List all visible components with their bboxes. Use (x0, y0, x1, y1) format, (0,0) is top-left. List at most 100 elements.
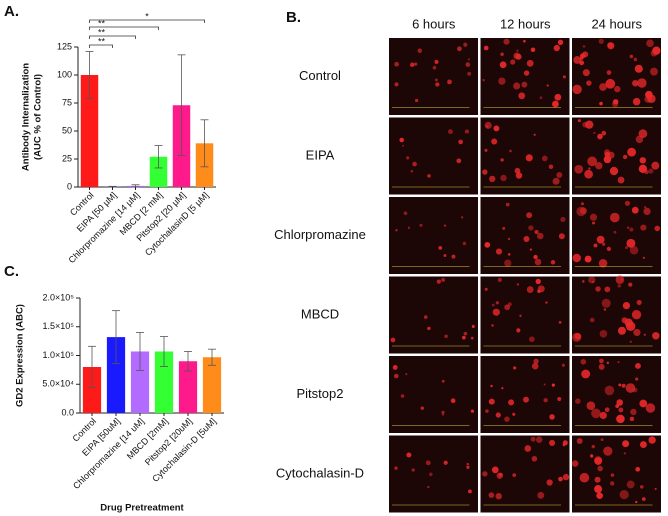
cell (594, 476, 601, 483)
cell (486, 125, 489, 128)
cell (531, 362, 539, 370)
cell (604, 286, 611, 293)
significance-label: * (145, 11, 149, 21)
cell (519, 314, 522, 317)
cell (561, 363, 565, 367)
cell (632, 97, 641, 106)
cell (582, 45, 586, 48)
cell (513, 82, 521, 90)
cell (436, 279, 441, 284)
cell (599, 101, 603, 106)
cell (598, 38, 604, 44)
cell (548, 164, 554, 169)
cell (546, 84, 549, 87)
cell (553, 44, 560, 52)
cell (507, 237, 511, 241)
micrograph (571, 116, 662, 196)
cell (434, 59, 439, 65)
cell (535, 436, 543, 443)
cell (648, 168, 654, 174)
cell (482, 78, 485, 82)
x-axis-title: Drug Pretreatment (100, 503, 184, 514)
cell (639, 157, 647, 164)
cell (579, 60, 585, 66)
cell (495, 412, 501, 418)
cell (631, 206, 639, 214)
cell (606, 70, 612, 75)
cell (507, 253, 511, 256)
error-bar (88, 345, 96, 389)
micrograph (479, 355, 571, 434)
cell (533, 133, 536, 136)
cell (498, 472, 503, 477)
cell (441, 277, 446, 282)
error-bar (177, 54, 186, 157)
cell (618, 407, 624, 413)
error-bar (160, 336, 168, 367)
cell (549, 414, 555, 420)
cell (625, 383, 636, 393)
significance-bracket (89, 44, 113, 48)
cell (629, 416, 635, 422)
cell (427, 485, 430, 489)
cell (620, 278, 623, 281)
micrograph (388, 434, 479, 514)
cell (434, 78, 438, 82)
cell (576, 438, 583, 444)
micrograph (388, 116, 479, 196)
cell (488, 398, 495, 405)
cell (448, 129, 453, 135)
bar (178, 361, 198, 413)
cell (543, 383, 546, 386)
cell (588, 167, 591, 170)
cell (599, 83, 607, 91)
micrograph-bg (388, 116, 479, 196)
cell (560, 216, 566, 223)
cell (638, 164, 648, 174)
cell (441, 413, 445, 416)
cell (495, 301, 499, 305)
cell (625, 321, 636, 332)
cell (582, 121, 589, 128)
micrograph (388, 355, 479, 434)
cell (573, 56, 582, 64)
cell (504, 304, 511, 311)
cell (514, 167, 521, 174)
cell (428, 472, 433, 477)
micrograph (571, 196, 662, 275)
cell (631, 309, 642, 320)
cell (654, 487, 657, 490)
cell (589, 317, 595, 323)
cell (443, 254, 447, 258)
cell (427, 174, 431, 178)
cell (528, 225, 534, 231)
cell (639, 399, 648, 408)
cell (637, 78, 647, 88)
cell (465, 62, 471, 68)
cell (554, 93, 562, 101)
cell (500, 158, 504, 162)
cell (400, 394, 405, 398)
cell (550, 260, 556, 265)
cell (622, 154, 628, 160)
significance-bracket (89, 26, 159, 30)
cell (501, 387, 504, 390)
cell (613, 230, 617, 234)
cell (399, 137, 404, 143)
cell (406, 156, 410, 160)
cell (467, 489, 472, 494)
cell (405, 372, 408, 376)
cell (503, 38, 510, 45)
cell (489, 175, 496, 183)
cell (485, 409, 489, 413)
cell (466, 462, 469, 466)
y-tick-label: 25 (62, 153, 72, 163)
cell (654, 225, 661, 232)
cell (523, 39, 526, 43)
cell (612, 99, 619, 105)
y-tick-label: 2.0×10⁵ (42, 292, 74, 302)
cell (394, 61, 399, 67)
micrograph (479, 275, 571, 355)
cell (617, 284, 621, 288)
cell (502, 226, 506, 230)
